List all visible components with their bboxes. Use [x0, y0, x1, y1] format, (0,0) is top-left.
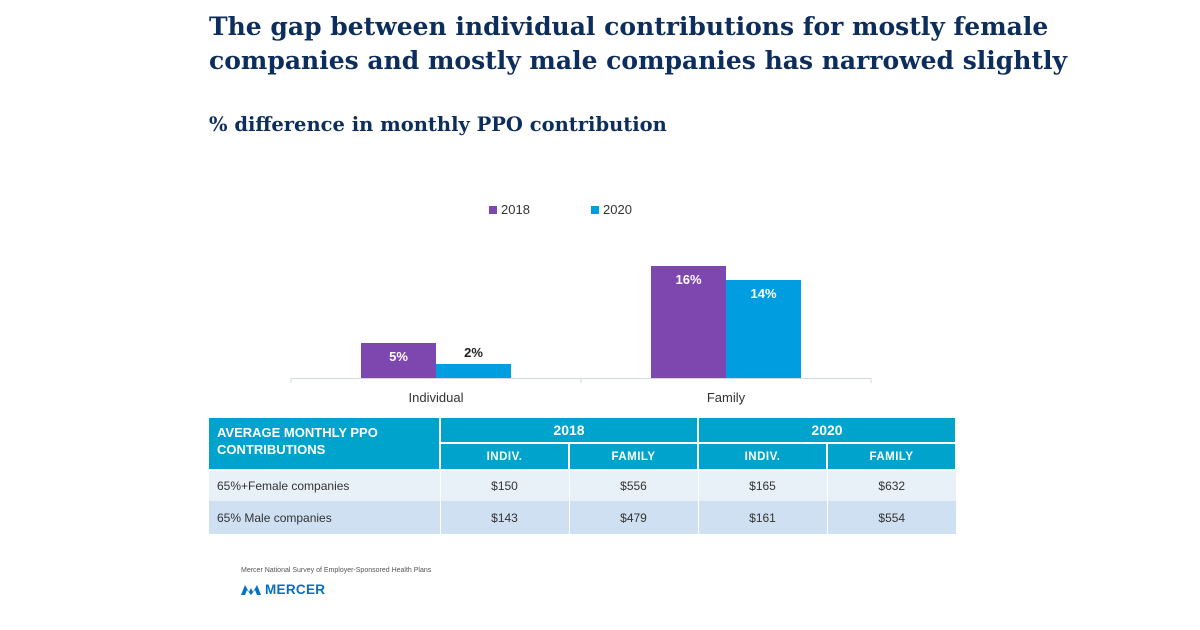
bar-2018-individual	[361, 343, 436, 378]
chart-title: The gap between individual contributions…	[209, 10, 1109, 78]
table-row: 65% Male companies $143 $479 $161 $554	[209, 501, 956, 534]
source-note: Mercer National Survey of Employer-Spons…	[241, 567, 432, 574]
data-label-2018-individual: 5%	[389, 349, 408, 364]
data-label-2020-individual: 2%	[464, 345, 483, 360]
bar-chart: 5% 2% Individual 16% 14% Family	[290, 266, 872, 405]
data-label-2018-family: 16%	[675, 272, 701, 287]
table-subheader-family-2018: FAMILY	[569, 443, 699, 471]
table-row-label: 65%+Female companies	[209, 470, 440, 501]
x-tick-label-family: Family	[707, 390, 746, 405]
table-row-label: 65% Male companies	[209, 501, 440, 534]
bar-2020-family	[726, 280, 801, 378]
table-cell: $556	[568, 470, 698, 501]
legend-item-2018: 2018	[489, 202, 530, 217]
chart-title-line-1: The gap between individual contributions…	[209, 12, 1049, 41]
data-label-2020-family: 14%	[750, 286, 776, 301]
contributions-table: AVERAGE MONTHLY PPO CONTRIBUTIONS 2018 2…	[209, 418, 957, 534]
table-header-year-2020: 2020	[698, 418, 957, 444]
x-tick-label-individual: Individual	[409, 390, 464, 405]
legend-swatch-2018	[489, 206, 497, 214]
table-cell: $161	[697, 501, 827, 534]
legend-swatch-2020	[591, 206, 599, 214]
chart-title-line-2: companies and mostly male companies has …	[209, 46, 1068, 75]
table-cell: $554	[826, 501, 956, 534]
table-cell: $632	[826, 470, 956, 501]
table-cell: $150	[439, 470, 569, 501]
table-cell: $479	[568, 501, 698, 534]
legend-item-2020: 2020	[591, 202, 632, 217]
mercer-logo-icon	[241, 584, 261, 595]
chart-subtitle: % difference in monthly PPO contribution	[209, 113, 667, 136]
table-row: 65%+Female companies $150 $556 $165 $632	[209, 470, 956, 501]
mercer-logo: MERCER	[241, 582, 325, 597]
brand-name: MERCER	[265, 582, 326, 597]
table-subheader-family-2020: FAMILY	[827, 443, 957, 471]
legend-label-2018: 2018	[501, 202, 530, 217]
bar-2020-individual	[436, 364, 511, 378]
legend-label-2020: 2020	[603, 202, 632, 217]
bar-2018-family	[651, 266, 726, 378]
table-subheader-indiv-2020: INDIV.	[698, 443, 828, 471]
table-header-main: AVERAGE MONTHLY PPO CONTRIBUTIONS	[209, 418, 441, 471]
table-subheader-indiv-2018: INDIV.	[440, 443, 570, 471]
table-cell: $165	[697, 470, 827, 501]
table-header-year-2018: 2018	[440, 418, 699, 444]
table-cell: $143	[439, 501, 569, 534]
